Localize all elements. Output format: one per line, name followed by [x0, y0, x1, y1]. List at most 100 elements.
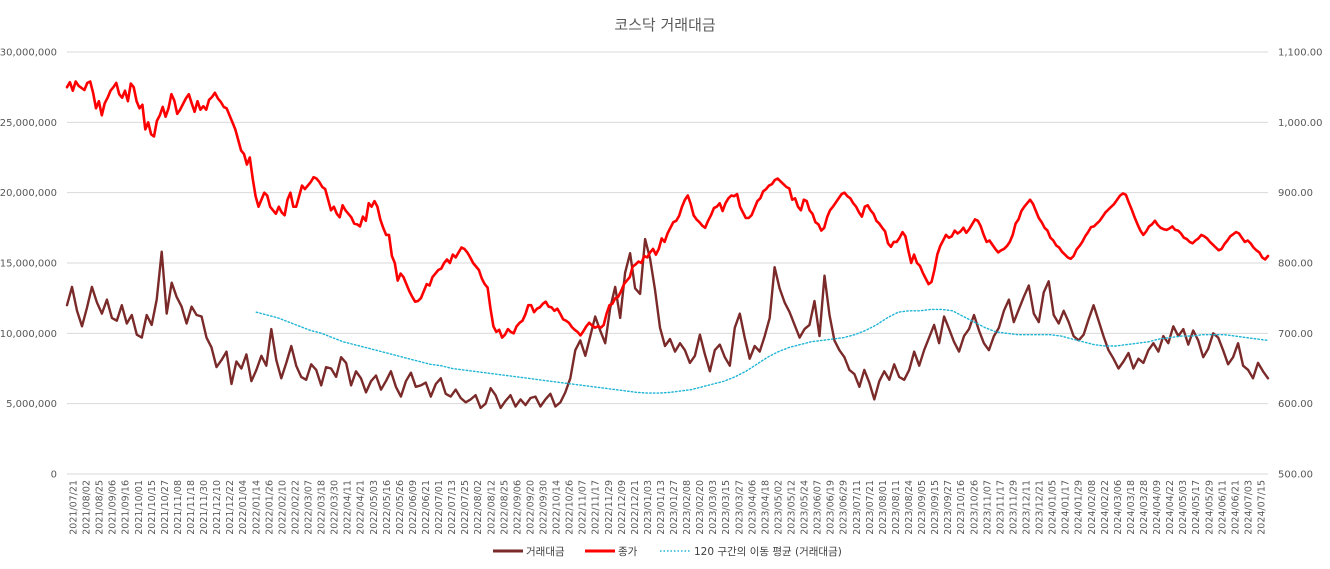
- x-tick-label: 2023/10/26: [969, 480, 980, 535]
- x-tick-label: 2023/05/12: [787, 480, 798, 535]
- right-y-tick-label: 1,100.00: [1278, 48, 1323, 59]
- x-tick-label: 2022/09/06: [512, 480, 523, 535]
- series-layer: [65, 80, 1270, 410]
- x-tick-label: 2022/11/17: [591, 480, 602, 535]
- x-tick-label: 2022/11/07: [578, 480, 589, 535]
- x-tick-label: 2022/04/21: [356, 480, 367, 535]
- x-tick-label: 2021/12/22: [225, 480, 236, 535]
- x-tick-label: 2021/11/08: [173, 480, 184, 535]
- x-tick-label: 2024/06/21: [1230, 480, 1241, 535]
- x-tick-label: 2022/05/16: [382, 480, 393, 535]
- x-tick-label: 2023/06/29: [839, 480, 850, 535]
- x-tick-label: 2021/10/01: [134, 480, 145, 535]
- legend-label-close: 종가: [618, 546, 638, 558]
- x-tick-label: 2023/10/16: [956, 480, 967, 535]
- x-tick-label: 2022/01/26: [264, 480, 275, 535]
- gridlines: [67, 51, 1268, 475]
- x-tick-label: 2023/03/03: [708, 480, 719, 535]
- x-tick-label: 2024/05/03: [1178, 480, 1189, 535]
- x-tick-label: 2023/11/29: [1008, 480, 1019, 535]
- x-tick-label: 2022/02/22: [290, 480, 301, 535]
- left-y-tick-label: 30,000,000: [0, 48, 57, 59]
- x-tick-label: 2021/11/30: [199, 480, 210, 535]
- x-tick-label: 2023/07/11: [852, 480, 863, 535]
- x-tick-label: 2022/09/30: [538, 480, 549, 535]
- x-tick-label: 2021/08/25: [95, 480, 106, 535]
- legend-label-moving-average: 120 구간의 이동 평균 (거래대금): [694, 546, 842, 558]
- x-tick-label: 2022/09/20: [525, 480, 536, 535]
- x-tick-label: 2022/12/21: [630, 480, 641, 535]
- x-tick-label: 2023/07/21: [865, 480, 876, 535]
- x-tick-label: 2022/08/02: [473, 480, 484, 535]
- chart-title: 코스닥 거래대금: [614, 16, 716, 34]
- x-tick-label: 2022/03/07: [304, 480, 315, 535]
- x-tick-label: 2021/11/18: [186, 480, 197, 535]
- left-y-tick-label: 15,000,000: [0, 259, 57, 270]
- x-tick-label: 2022/05/26: [395, 480, 406, 535]
- x-tick-label: 2022/08/25: [499, 480, 510, 535]
- x-tick-label: 2023/05/02: [773, 480, 784, 535]
- x-tick-label: 2024/04/09: [1152, 480, 1163, 535]
- x-tick-label: 2022/08/12: [486, 480, 497, 535]
- x-tick-label: 2022/04/11: [343, 480, 354, 535]
- right-y-tick-label: 900.00: [1278, 188, 1313, 199]
- x-tick-label: 2023/11/07: [982, 480, 993, 535]
- x-tick-label: 2022/03/30: [330, 480, 341, 535]
- x-tick-label: 2022/06/21: [421, 480, 432, 535]
- x-tick-label: 2023/09/05: [917, 480, 928, 535]
- x-tick-label: 2022/02/10: [277, 480, 288, 535]
- x-axis-ticks: 2021/07/21 2021/08/02 2021/08/25 2021/09/06…: [69, 480, 1268, 535]
- x-tick-label: 2022/10/14: [552, 480, 563, 535]
- x-tick-label: 2024/06/11: [1217, 480, 1228, 535]
- x-tick-label: 2021/08/02: [82, 480, 93, 535]
- x-tick-label: 2024/02/22: [1100, 480, 1111, 535]
- x-tick-label: 2021/09/16: [121, 480, 132, 535]
- x-tick-label: 2023/08/01: [878, 480, 889, 535]
- legend: 거래대금 종가 120 구간의 이동 평균 (거래대금): [493, 546, 842, 558]
- x-tick-label: 2024/03/06: [1113, 480, 1124, 535]
- x-tick-label: 2022/05/03: [369, 480, 380, 535]
- x-tick-label: 2023/11/17: [995, 480, 1006, 535]
- x-tick-label: 2024/03/18: [1126, 480, 1137, 535]
- left-y-tick-label: 10,000,000: [0, 329, 57, 340]
- x-tick-label: 2023/04/18: [760, 480, 771, 535]
- x-tick-label: 2022/07/13: [447, 480, 458, 535]
- x-tick-label: 2022/01/04: [238, 480, 249, 535]
- x-tick-label: 2023/08/24: [904, 480, 915, 535]
- x-tick-label: 2022/11/29: [604, 480, 615, 535]
- x-tick-label: 2021/07/21: [69, 480, 80, 535]
- x-tick-label: 2024/01/05: [1048, 480, 1059, 535]
- x-tick-label: 2023/12/21: [1035, 480, 1046, 535]
- x-tick-label: 2023/02/08: [682, 480, 693, 535]
- x-tick-label: 2023/01/03: [643, 480, 654, 535]
- left-y-tick-label: 5,000,000: [6, 399, 57, 410]
- left-y-tick-label: 25,000,000: [0, 118, 57, 129]
- series-line-moving-average: [255, 308, 1269, 394]
- x-tick-label: 2023/01/13: [656, 480, 667, 535]
- x-tick-label: 2024/01/17: [1061, 480, 1072, 535]
- x-tick-label: 2024/03/28: [1139, 480, 1150, 535]
- x-tick-label: 2022/06/09: [408, 480, 419, 535]
- x-tick-label: 2023/12/11: [1021, 480, 1032, 535]
- x-tick-label: 2022/10/26: [565, 480, 576, 535]
- x-tick-label: 2022/03/18: [317, 480, 328, 535]
- x-tick-label: 2024/05/29: [1204, 480, 1215, 535]
- x-tick-label: 2023/03/15: [721, 480, 732, 535]
- x-tick-label: 2023/08/11: [891, 480, 902, 535]
- right-y-tick-label: 500.00: [1278, 470, 1313, 481]
- x-tick-label: 2022/01/14: [251, 480, 262, 535]
- x-tick-label: 2024/01/29: [1074, 480, 1085, 535]
- x-tick-label: 2023/01/27: [669, 480, 680, 535]
- x-tick-label: 2021/10/27: [160, 480, 171, 535]
- x-tick-label: 2024/04/22: [1165, 480, 1176, 535]
- x-tick-label: 2023/05/24: [800, 480, 811, 535]
- x-tick-label: 2022/12/09: [617, 480, 628, 535]
- x-tick-label: 2024/02/08: [1087, 480, 1098, 535]
- x-tick-label: 2023/09/27: [943, 480, 954, 535]
- x-tick-label: 2023/06/07: [813, 480, 824, 535]
- x-tick-label: 2021/09/06: [108, 480, 119, 535]
- right-y-tick-label: 1,000.00: [1278, 118, 1323, 129]
- right-axis-ticks: 500.00 600.00 700.00 800.00 900.00 1,000.00 1,…: [1278, 48, 1323, 481]
- x-tick-label: 2023/04/06: [747, 480, 758, 535]
